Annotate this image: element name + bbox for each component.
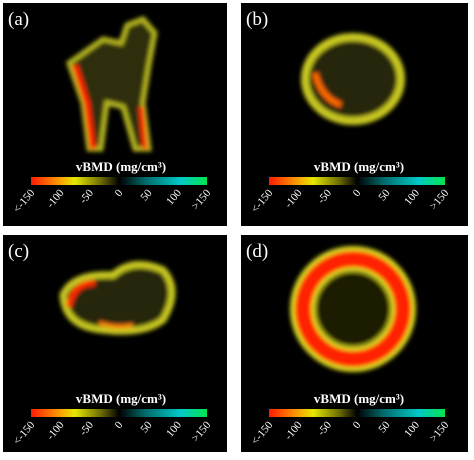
colorbar-title: vBMD (mg/cm³) (76, 159, 166, 174)
panel-label: (b) (246, 9, 268, 30)
colorbar-title: vBMD (mg/cm³) (76, 391, 166, 406)
panel: (c)vBMD (mg/cm³)<-150 -100 -50 0 50 100 >150 (3, 235, 227, 452)
scan-image (290, 246, 416, 372)
colorbar-title: vBMD (mg/cm³) (314, 159, 404, 174)
panel-label: (c) (8, 241, 29, 262)
colorbar (31, 177, 207, 185)
panel: (a)vBMD (mg/cm³)<-150 -100 -50 0 50 100 >150 (3, 3, 227, 226)
panel: (d)vBMD (mg/cm³)<-150 -100 -50 0 50 100 >150 (241, 235, 468, 452)
panel: (b)vBMD (mg/cm³)<-150 -100 -50 0 50 100 >150 (241, 3, 468, 226)
scan-image (59, 261, 176, 335)
colorbar (31, 409, 207, 417)
scan-image (66, 16, 158, 152)
panel-label: (d) (246, 241, 268, 262)
colorbar (269, 409, 445, 417)
scan-image (301, 33, 405, 125)
colorbar (269, 177, 445, 185)
panel-label: (a) (8, 9, 29, 30)
colorbar-title: vBMD (mg/cm³) (314, 391, 404, 406)
